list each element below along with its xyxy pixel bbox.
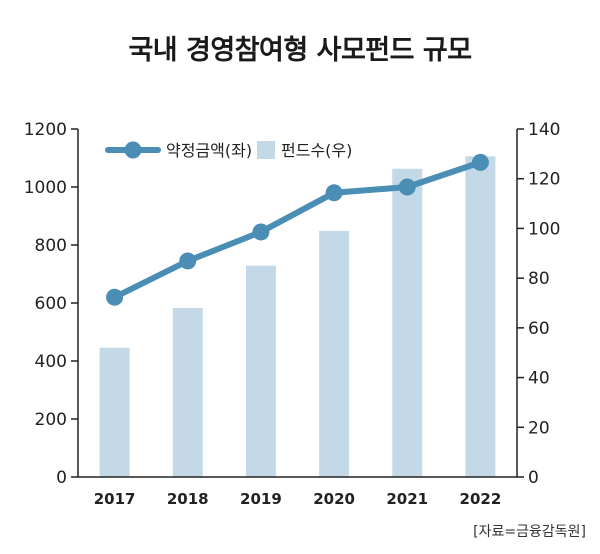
x-tick-label-2020: 2020	[313, 490, 355, 508]
chart-title: 국내 경영참여형 사모펀드 규모	[128, 35, 472, 66]
bar-2020	[319, 230, 350, 477]
right-tick-label-140: 140	[528, 120, 560, 140]
legend-label-amount: 약정금액(좌)	[166, 141, 252, 160]
legend-line-marker	[124, 141, 142, 159]
amount-line	[111, 159, 484, 301]
left-tick-label-400: 400	[35, 352, 67, 372]
right-tick-label-100: 100	[528, 219, 560, 239]
right-tick-label-80: 80	[528, 269, 550, 289]
left-tick-label-800: 800	[35, 236, 67, 256]
x-tick-label-2022: 2022	[460, 490, 502, 508]
x-tick-label-2019: 2019	[240, 490, 282, 508]
right-tick-label-0: 0	[528, 468, 539, 488]
x-tick-label-2021: 2021	[386, 490, 428, 508]
x-tick-label-2018: 2018	[167, 490, 209, 508]
bar-2019	[245, 265, 276, 477]
left-tick-label-0: 0	[56, 468, 67, 488]
left-tick-label-600: 600	[35, 294, 67, 314]
source-note: [자료=금융감독원]	[473, 524, 586, 540]
axes-layer: 0 200 400 600 800 1000 1200 0 20 40 60 80 100 120 140 2…	[24, 120, 561, 508]
bar-2018	[172, 307, 203, 477]
amount-point-2020	[325, 184, 343, 202]
amount-point-2018	[179, 252, 197, 270]
right-tick-label-120: 120	[528, 170, 560, 190]
legend-bar-swatch	[257, 141, 275, 159]
right-tick-label-40: 40	[528, 369, 550, 389]
right-tick-label-60: 60	[528, 319, 550, 339]
amount-point-2017	[106, 288, 124, 306]
amount-point-2022	[471, 153, 489, 171]
right-tick-label-20: 20	[528, 418, 550, 438]
bars-layer	[99, 156, 496, 478]
bar-2022	[465, 156, 496, 478]
x-tick-label-2017: 2017	[94, 490, 136, 508]
bar-2017	[99, 347, 130, 477]
bar-2021	[392, 168, 423, 477]
left-tick-label-200: 200	[35, 410, 67, 430]
amount-point-2021	[398, 178, 416, 196]
line-layer	[106, 153, 489, 306]
left-tick-label-1200: 1200	[24, 120, 67, 140]
legend: 약정금액(좌) 펀드수(우)	[105, 141, 352, 160]
left-tick-label-1000: 1000	[24, 178, 67, 198]
legend-label-fund-count: 펀드수(우)	[281, 141, 352, 160]
amount-point-2019	[252, 223, 270, 241]
